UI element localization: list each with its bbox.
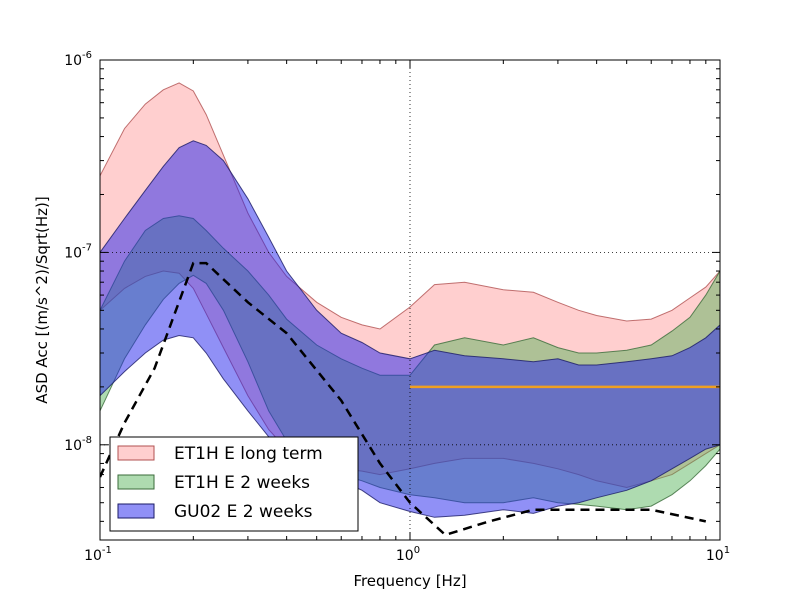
legend-label-0: ET1H E long term — [174, 444, 323, 464]
x-tick-label-exponent: 1 — [724, 545, 730, 556]
legend-swatch-1 — [117, 474, 155, 490]
y-tick-label-base: 10 — [64, 245, 82, 261]
x-tick-label-1: 100 — [396, 545, 420, 564]
x-tick-label-base: 10 — [84, 548, 102, 564]
x-axis-label: Frequency [Hz] — [353, 572, 466, 590]
legend-label-1: ET1H E 2 weeks — [174, 473, 310, 493]
x-tick-label-2: 101 — [706, 545, 730, 564]
legend-swatch-2 — [117, 503, 155, 519]
x-tick-label-base: 10 — [396, 548, 414, 564]
band-series-2 — [100, 140, 720, 518]
x-tick-label-base: 10 — [706, 548, 724, 564]
dashed-reference-line-0 — [100, 261, 707, 537]
y-tick-label-0: 10-8 — [64, 435, 92, 454]
legend: ET1H E long term ET1H E 2 weeks GU02 E 2… — [109, 436, 359, 532]
y-tick-label-exponent: -6 — [82, 50, 92, 61]
legend-label-2: GU02 E 2 weeks — [174, 502, 313, 522]
y-tick-label-1: 10-7 — [64, 242, 92, 261]
y-tick-label-2: 10-6 — [64, 50, 92, 69]
y-tick-label-base: 10 — [64, 53, 82, 69]
x-tick-label-exponent: 0 — [414, 545, 420, 556]
x-tick-label-exponent: -1 — [102, 545, 112, 556]
y-axis-label: ASD Acc [(m/s^2)/Sqrt(Hz)] — [33, 196, 51, 403]
lines-layer — [100, 261, 720, 537]
legend-swatch-0 — [117, 445, 155, 461]
y-tick-label-exponent: -8 — [82, 435, 92, 446]
x-tick-label-0: 10-1 — [84, 545, 112, 564]
y-tick-label-exponent: -7 — [82, 242, 92, 253]
y-tick-label-base: 10 — [64, 438, 82, 454]
